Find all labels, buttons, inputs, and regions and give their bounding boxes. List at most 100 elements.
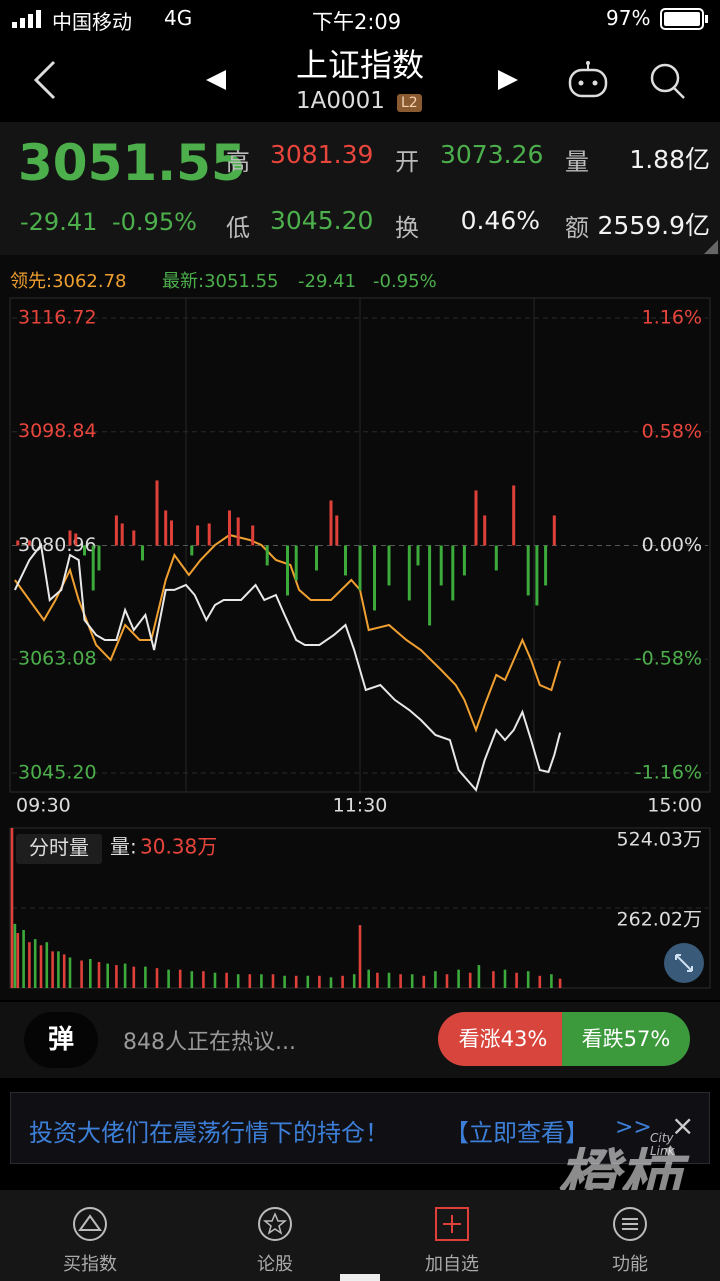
breadth-bar bbox=[97, 545, 101, 571]
banner-text: 投资大佬们在震荡行情下的持仓！ bbox=[29, 1119, 389, 1147]
volume-bar bbox=[434, 971, 437, 988]
breadth-bar bbox=[236, 517, 240, 546]
breadth-bar bbox=[294, 545, 298, 581]
breadth-bar bbox=[155, 480, 159, 546]
volume-bar bbox=[526, 971, 530, 988]
field-label: 量 bbox=[565, 148, 589, 176]
breadth-bar bbox=[265, 545, 269, 566]
breadth-bar bbox=[170, 520, 173, 546]
y2-tick-label: 0.00% bbox=[642, 534, 702, 556]
bull-vote[interactable]: 看涨43% bbox=[438, 1012, 568, 1066]
discussion-row: 弹 848人正在热议... 看涨43% 看跌57% bbox=[0, 1002, 720, 1078]
tab[interactable]: 功能 bbox=[540, 1190, 720, 1281]
discussion-count[interactable]: 848人正在热议... bbox=[123, 1030, 296, 1055]
y-tick-label: 3116.72 bbox=[18, 306, 97, 328]
field-value: 1.88亿 bbox=[629, 145, 710, 174]
volume-legend: 量: bbox=[110, 835, 137, 859]
x-tick-label: 09:30 bbox=[16, 795, 71, 817]
prev-button[interactable] bbox=[204, 68, 228, 92]
breadth-bar bbox=[16, 540, 20, 546]
volume-bar bbox=[399, 974, 402, 988]
breadth-bar bbox=[483, 515, 487, 546]
danmaku-button[interactable]: 弹 bbox=[24, 1012, 98, 1068]
field-value: 0.46% bbox=[460, 206, 540, 235]
tab-label: 加自选 bbox=[425, 1254, 479, 1275]
breadth-bar bbox=[74, 533, 78, 546]
banner-action[interactable]: 【立即查看】 bbox=[445, 1119, 589, 1147]
breadth-bar bbox=[407, 545, 411, 601]
field-value: 2559.9亿 bbox=[597, 211, 710, 240]
last-price: 3051.55 bbox=[18, 134, 246, 192]
breadth-bar bbox=[315, 545, 318, 571]
volume-bar bbox=[271, 974, 275, 988]
y-tick-label: 3045.20 bbox=[18, 761, 97, 783]
volume-bar bbox=[329, 977, 333, 988]
volume-current: 30.38万 bbox=[140, 835, 217, 859]
field-value: 3073.26 bbox=[440, 140, 544, 169]
volume-bar bbox=[387, 972, 391, 988]
volume-bar bbox=[445, 974, 449, 988]
y-tick-label: 3063.08 bbox=[18, 648, 97, 670]
clock: 下午2:09 bbox=[312, 10, 402, 34]
breadth-bar bbox=[462, 545, 466, 576]
legend-entry: 领先:3062.78 bbox=[10, 271, 127, 292]
volume-bar bbox=[236, 974, 240, 988]
volume-bar bbox=[410, 974, 414, 988]
breadth-bar bbox=[535, 545, 539, 606]
price-change-pct: -0.95% bbox=[112, 208, 197, 236]
tab-icon bbox=[435, 1207, 469, 1241]
y-tick-label: 3098.84 bbox=[18, 420, 97, 442]
breadth-bar bbox=[335, 515, 339, 546]
breadth-bar bbox=[344, 545, 347, 576]
intraday-charts: 3116.723098.843080.963063.083045.201.16%… bbox=[0, 255, 720, 1000]
volume-bar bbox=[202, 971, 205, 988]
volume-bar bbox=[10, 828, 14, 988]
volume-bar bbox=[51, 951, 54, 988]
volume-bar bbox=[68, 957, 72, 988]
breadth-bar bbox=[114, 515, 118, 546]
y2-tick-label: -1.16% bbox=[635, 761, 702, 783]
volume-bar bbox=[115, 965, 118, 988]
breadth-bar bbox=[494, 545, 498, 571]
banner-close[interactable]: × bbox=[671, 1109, 695, 1142]
breadth-bar bbox=[251, 525, 255, 546]
volume-bar bbox=[341, 975, 344, 988]
breadth-bar bbox=[552, 515, 556, 546]
home-indicator bbox=[340, 1274, 380, 1281]
volume-bar bbox=[62, 954, 66, 988]
tab[interactable]: 买指数 bbox=[0, 1190, 180, 1281]
bear-vote[interactable]: 看跌57% bbox=[562, 1012, 690, 1066]
price-change: -29.41 bbox=[20, 208, 98, 236]
price-line bbox=[14, 533, 562, 733]
volume-bar bbox=[167, 969, 170, 988]
battery-level: 97% bbox=[606, 6, 651, 30]
volume-bar bbox=[106, 963, 109, 988]
search-button[interactable] bbox=[648, 62, 688, 102]
volume-bar bbox=[97, 962, 101, 988]
breadth-bar bbox=[207, 523, 211, 546]
tab[interactable]: 论股 bbox=[185, 1190, 365, 1281]
volume-bar bbox=[39, 945, 43, 988]
volume-bar bbox=[13, 923, 17, 988]
volume-bar bbox=[45, 942, 49, 988]
breadth-bar bbox=[329, 500, 333, 546]
breadth-bar bbox=[27, 540, 31, 546]
next-button[interactable] bbox=[496, 68, 520, 92]
back-button[interactable] bbox=[30, 58, 60, 102]
status-bar: 中国移动 4G 下午2:09 97% bbox=[0, 0, 720, 38]
ad-banner[interactable]: 投资大佬们在震荡行情下的持仓！ 【立即查看】 >> × bbox=[10, 1092, 710, 1164]
volume-bar bbox=[213, 972, 217, 988]
tab[interactable]: 加自选 bbox=[362, 1190, 542, 1281]
breadth-bar bbox=[228, 510, 231, 546]
y-tick-label: 524.03万 bbox=[617, 829, 702, 851]
volume-bar bbox=[492, 971, 495, 988]
volume-bar bbox=[22, 929, 25, 988]
y2-tick-label: 1.16% bbox=[642, 307, 702, 329]
legend-entry: -0.95% bbox=[373, 271, 437, 292]
robot-button[interactable] bbox=[566, 60, 610, 100]
breadth-bar bbox=[83, 545, 86, 556]
field-label: 低 bbox=[226, 214, 250, 242]
network: 4G bbox=[164, 6, 193, 30]
tab-bar: 买指数 论股 加自选 功能 bbox=[0, 1190, 720, 1281]
y2-tick-label: 0.58% bbox=[642, 420, 702, 442]
